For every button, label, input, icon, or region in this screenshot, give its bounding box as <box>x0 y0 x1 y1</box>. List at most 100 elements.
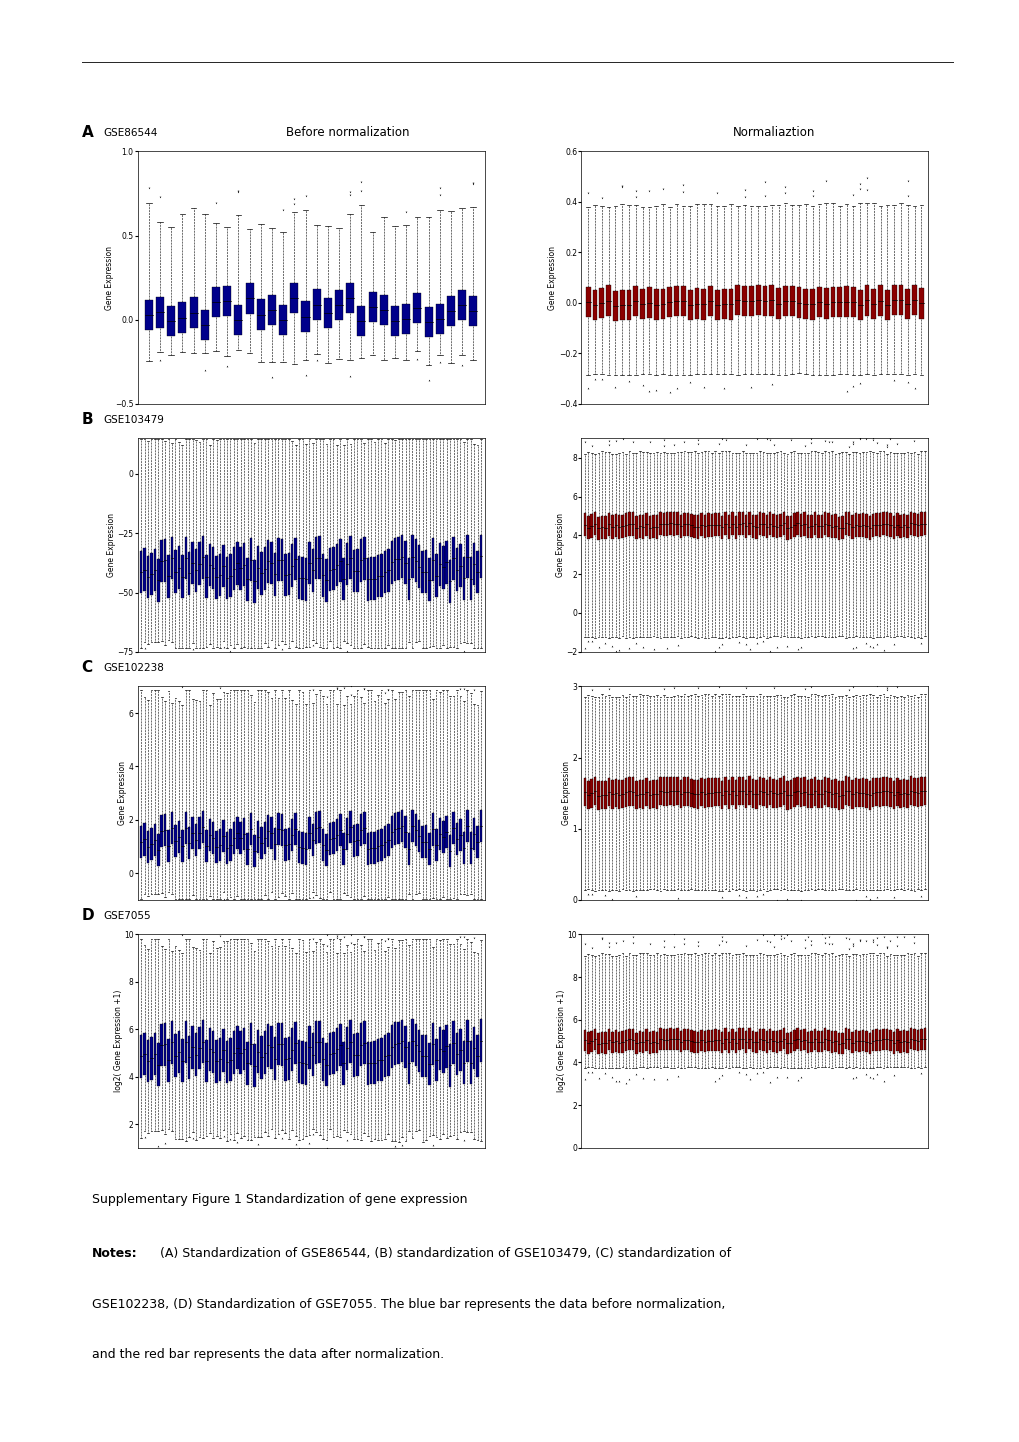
Bar <box>857 290 862 320</box>
Bar <box>748 286 753 316</box>
Bar <box>583 513 586 536</box>
Bar <box>459 544 462 587</box>
Bar <box>215 1040 218 1083</box>
Bar <box>651 780 654 808</box>
Bar <box>441 1030 444 1073</box>
Bar <box>850 287 855 317</box>
Bar <box>700 513 702 536</box>
Bar <box>816 515 818 538</box>
Bar <box>651 515 654 538</box>
Bar <box>813 777 815 806</box>
Bar <box>198 542 201 585</box>
Bar <box>284 829 286 861</box>
Bar <box>235 542 238 584</box>
Bar <box>187 826 191 859</box>
Bar <box>201 310 209 340</box>
Bar <box>796 777 798 805</box>
Bar <box>679 1031 682 1053</box>
Bar <box>830 1031 833 1053</box>
Bar <box>140 826 143 858</box>
Bar <box>906 515 908 538</box>
Bar <box>668 512 672 535</box>
Bar <box>751 515 754 538</box>
Bar <box>613 779 616 808</box>
Bar <box>857 779 860 808</box>
Bar <box>744 1031 747 1053</box>
Bar <box>696 515 699 539</box>
Bar <box>741 1028 743 1050</box>
Bar <box>587 1032 589 1054</box>
Bar <box>383 1035 386 1077</box>
Bar <box>723 1028 727 1050</box>
Bar <box>837 782 840 810</box>
Bar <box>716 1030 719 1051</box>
Y-axis label: Gene Expression: Gene Expression <box>118 761 127 825</box>
Bar <box>686 777 689 806</box>
Bar <box>466 535 468 578</box>
Bar <box>387 825 389 857</box>
Bar <box>411 535 414 578</box>
Bar <box>655 1032 657 1053</box>
Bar <box>721 288 726 319</box>
Bar <box>676 777 678 805</box>
Bar <box>700 777 702 806</box>
Bar <box>754 1032 757 1053</box>
Bar <box>184 812 186 844</box>
Bar <box>425 551 427 593</box>
Bar <box>270 542 272 584</box>
Bar <box>380 554 382 597</box>
Bar <box>373 832 375 864</box>
Bar <box>324 298 331 329</box>
Bar <box>919 777 921 806</box>
Bar <box>164 1024 166 1066</box>
Bar <box>174 551 176 593</box>
Bar <box>826 1030 829 1051</box>
Bar <box>212 547 214 590</box>
Bar <box>666 287 672 317</box>
Bar <box>806 780 808 809</box>
Bar <box>854 513 857 536</box>
Bar <box>243 1028 246 1070</box>
Text: GSE103479: GSE103479 <box>104 415 164 424</box>
Bar <box>322 554 324 597</box>
Bar <box>338 1024 341 1066</box>
Bar <box>383 551 386 593</box>
Bar <box>857 515 860 538</box>
Bar <box>239 1031 242 1074</box>
Bar <box>799 1030 802 1051</box>
Bar <box>716 779 719 806</box>
Bar <box>635 782 637 809</box>
Bar <box>212 287 220 317</box>
Bar <box>435 1038 437 1082</box>
Bar <box>366 833 369 865</box>
Bar <box>651 1031 654 1053</box>
Bar <box>376 1038 379 1082</box>
Bar <box>754 780 757 809</box>
Bar <box>413 293 421 323</box>
Bar <box>706 513 709 536</box>
Bar <box>305 833 307 865</box>
Bar <box>806 1031 808 1053</box>
Bar <box>294 1022 297 1064</box>
Bar <box>613 1030 616 1051</box>
Bar <box>428 833 430 865</box>
Bar <box>583 777 586 806</box>
Bar <box>779 779 781 808</box>
Bar <box>290 1028 293 1071</box>
Bar <box>469 296 477 326</box>
Bar <box>192 542 194 584</box>
Bar <box>308 816 311 849</box>
Bar <box>408 558 410 600</box>
Bar <box>160 539 163 583</box>
Bar <box>809 1031 812 1053</box>
Bar <box>755 286 760 316</box>
Bar <box>305 1043 307 1084</box>
Bar <box>625 779 627 806</box>
Bar <box>466 810 468 842</box>
Bar <box>665 512 667 536</box>
Bar <box>263 822 266 854</box>
Bar <box>768 512 770 535</box>
Bar <box>290 544 293 587</box>
Bar <box>225 832 228 864</box>
Bar <box>613 513 616 536</box>
